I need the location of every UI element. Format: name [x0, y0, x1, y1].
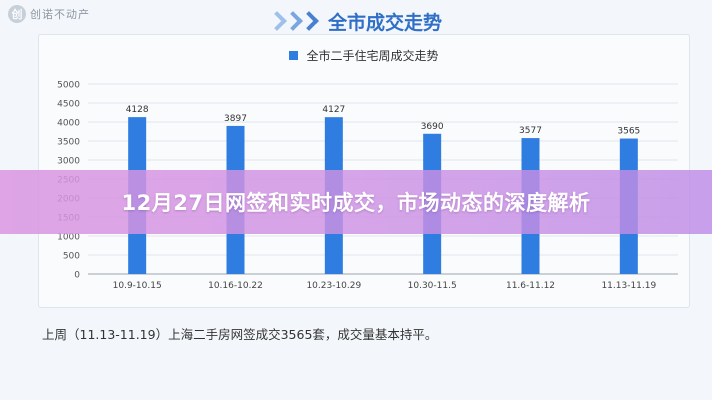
banner-title: 12月27日网签和实时成交，市场动态的深度解析 [121, 191, 591, 215]
section-header: 全市成交走势 [0, 6, 712, 36]
summary-caption: 上周（11.13-11.19）上海二手房网签成交3565套，成交量基本持平。 [42, 327, 438, 342]
data-label: 4128 [126, 105, 149, 115]
brand-logo: 创 创诺不动产 [8, 4, 90, 24]
chart-legend: 全市二手住宅周成交走势 [39, 47, 689, 64]
legend-swatch [289, 51, 299, 60]
data-label: 3577 [519, 126, 542, 136]
data-label: 4127 [322, 105, 345, 115]
y-tick-label: 0 [74, 271, 80, 281]
x-tick-label: 10.23-10.29 [306, 281, 361, 291]
logo-text: 创诺不动产 [30, 8, 90, 21]
y-tick-label: 3000 [57, 157, 80, 167]
triple-chevron-icon [267, 11, 319, 31]
section-title: 全市成交走势 [327, 11, 442, 34]
y-tick-label: 5000 [57, 81, 80, 91]
title-banner: 12月27日网签和实时成交，市场动态的深度解析 [0, 170, 712, 234]
data-label: 3565 [617, 127, 640, 137]
x-tick-label: 11.13-11.19 [601, 281, 656, 291]
data-label: 3897 [224, 114, 247, 124]
legend-label: 全市二手住宅周成交走势 [306, 49, 439, 63]
x-tick-label: 10.30-11.5 [408, 281, 457, 291]
y-tick-label: 3500 [57, 138, 80, 148]
y-tick-label: 500 [63, 252, 80, 262]
x-tick-label: 10.9-10.15 [113, 281, 162, 291]
data-label: 3690 [421, 122, 444, 132]
y-tick-label: 4500 [57, 100, 80, 110]
y-tick-label: 1000 [57, 233, 80, 243]
x-tick-label: 10.16-10.22 [208, 281, 263, 291]
logo-mark-icon: 创 [8, 5, 26, 23]
x-tick-label: 11.6-11.12 [506, 281, 555, 291]
y-tick-label: 4000 [57, 119, 80, 129]
